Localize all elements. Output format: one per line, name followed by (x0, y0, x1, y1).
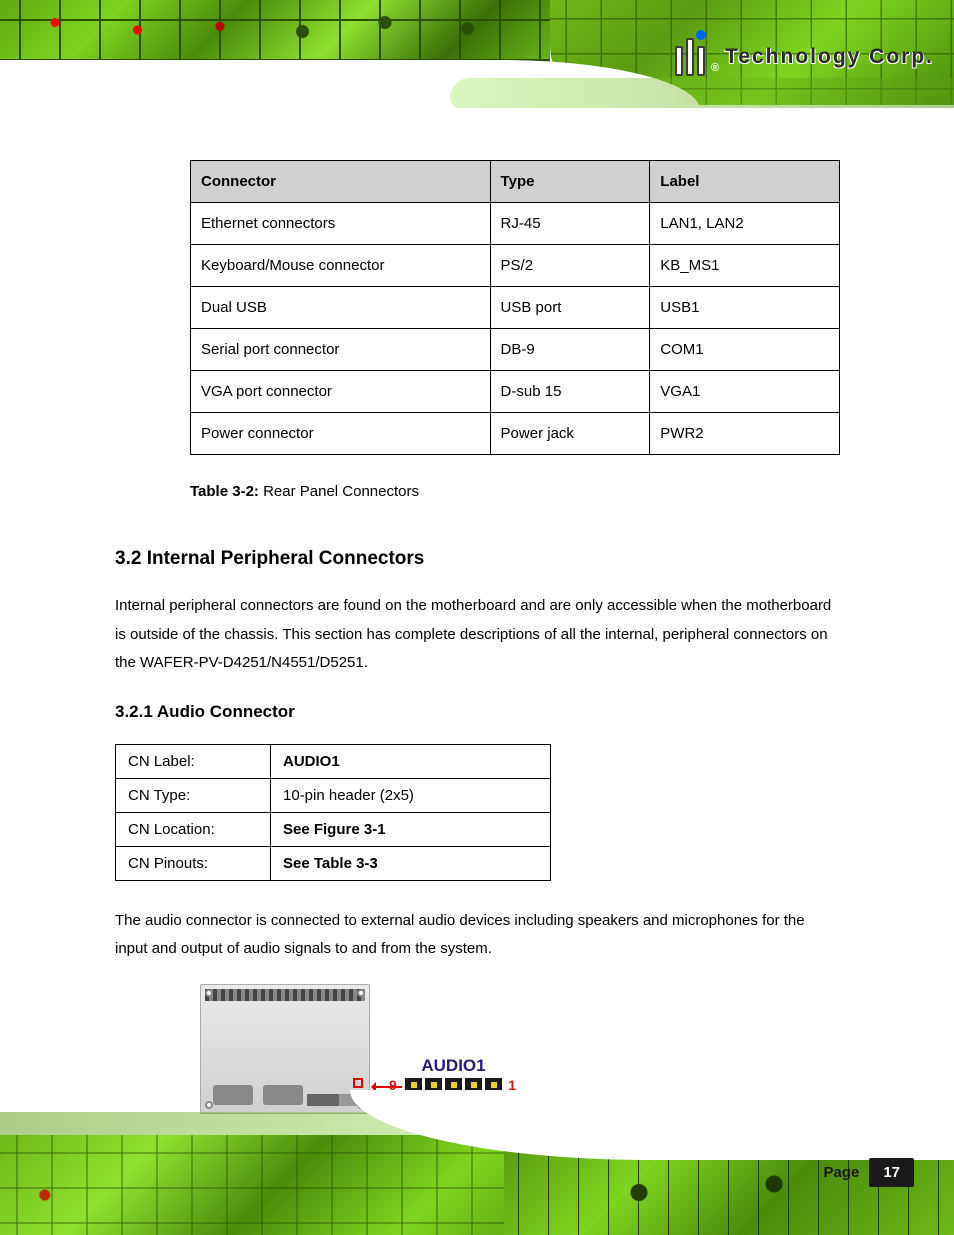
table-row: Serial port connectorDB-9COM1 (191, 329, 840, 371)
page-header: ® Technology Corp. (0, 0, 954, 105)
connector-table: Connector Type Label Ethernet connectors… (190, 160, 840, 455)
section-paragraph: Internal peripheral connectors are found… (115, 592, 840, 678)
table-row: VGA port connectorD-sub 15VGA1 (191, 371, 840, 413)
table-row: CN Pinouts:See Table 3-3 (116, 846, 551, 880)
col-type: Type (490, 161, 650, 203)
table-row: CN Type:10-pin header (2x5) (116, 778, 551, 812)
page-number-area: Page 17 (823, 1158, 914, 1187)
logo-registered: ® (711, 62, 719, 74)
logo-mark (675, 38, 705, 76)
footer-circuit-left (0, 1135, 560, 1235)
table-row: CN Location:See Figure 3-1 (116, 812, 551, 846)
col-connector: Connector (191, 161, 491, 203)
page-content: Connector Type Label Ethernet connectors… (115, 160, 840, 1119)
page-label: Page (823, 1164, 859, 1181)
table-caption: Table 3-2: Rear Panel Connectors (190, 483, 840, 500)
logo-text: Technology Corp. (725, 45, 934, 69)
table-header-row: Connector Type Label (191, 161, 840, 203)
callout-arrow (372, 1086, 402, 1088)
spec-table: CN Label:AUDIO1 CN Type:10-pin header (2… (115, 744, 551, 881)
table-row: Keyboard/Mouse connectorPS/2KB_MS1 (191, 245, 840, 287)
table-row: Dual USBUSB portUSB1 (191, 287, 840, 329)
table-caption-text: Rear Panel Connectors (259, 483, 419, 500)
table-row: CN Label:AUDIO1 (116, 744, 551, 778)
table-row: Ethernet connectorsRJ-45LAN1, LAN2 (191, 203, 840, 245)
connector-label: AUDIO1 (405, 1056, 502, 1076)
col-label: Label (650, 161, 840, 203)
subsection-heading: 3.2.1 Audio Connector (115, 702, 840, 722)
logo: ® Technology Corp. (675, 38, 934, 76)
connector-description: The audio connector is connected to exte… (115, 907, 840, 964)
audio-location-marker (353, 1078, 363, 1088)
table-caption-label: Table 3-2: (190, 483, 259, 500)
page-number: 17 (869, 1158, 914, 1187)
section-heading: 3.2 Internal Peripheral Connectors (115, 548, 840, 570)
header-green-swoosh (450, 78, 954, 108)
page-footer: Page 17 (0, 1090, 954, 1235)
table-row: Power connectorPower jackPWR2 (191, 413, 840, 455)
